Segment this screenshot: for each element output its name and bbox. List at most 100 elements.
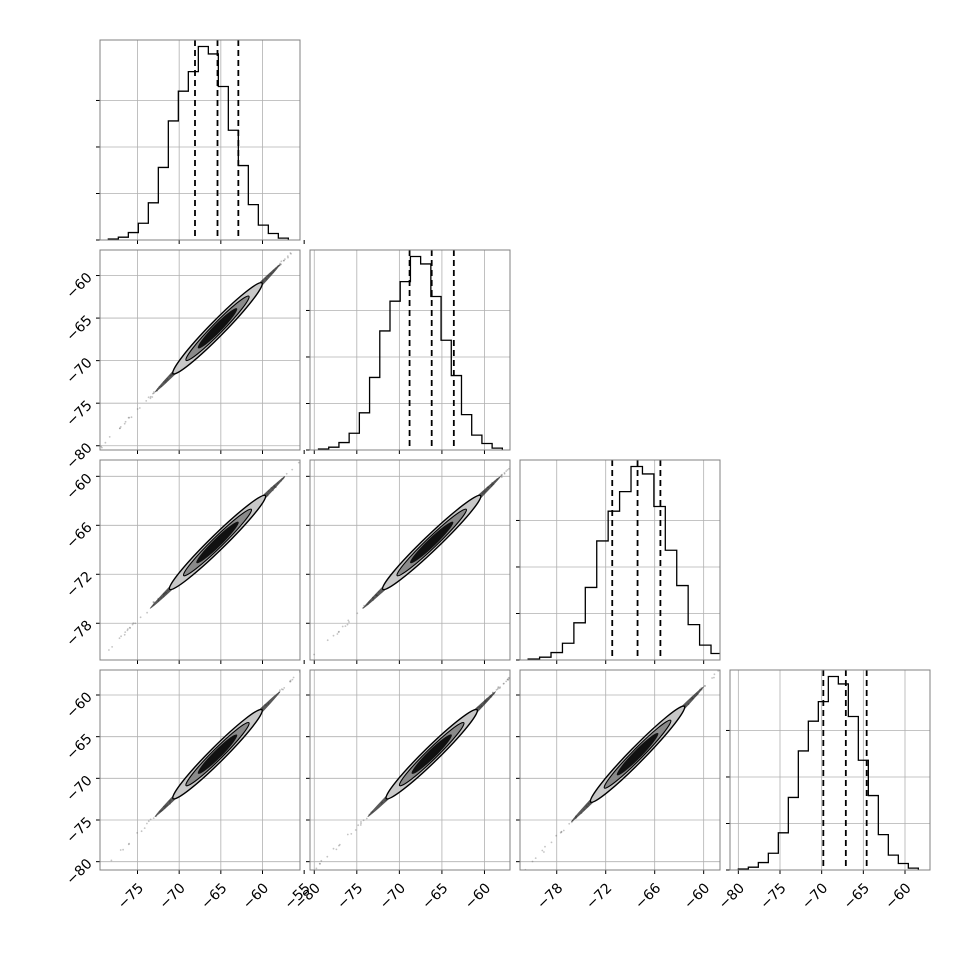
scatter-point	[285, 472, 288, 475]
scatter-point	[362, 819, 365, 822]
scatter-point	[514, 463, 516, 465]
scatter-point	[522, 871, 524, 873]
panel-frame	[99, 669, 301, 871]
scatter-point	[298, 243, 300, 245]
scatter-point	[354, 829, 357, 831]
scatter-point	[289, 680, 292, 683]
y-tick-label: −66	[63, 520, 95, 552]
scatter-point	[306, 875, 308, 877]
y-tick-label: −70	[63, 355, 95, 387]
panel-content	[100, 219, 325, 450]
scatter-point	[146, 611, 149, 614]
scatter-point	[147, 396, 150, 399]
scatter-point	[502, 682, 505, 685]
scatter-point	[152, 392, 155, 394]
panel-content	[289, 447, 533, 677]
scatter-panel-1-0: −80 −75 −70 −65 −60	[63, 219, 325, 472]
scatter-point	[313, 653, 315, 656]
scatter-point	[350, 833, 353, 835]
scatter-point	[300, 670, 302, 672]
scatter-point	[151, 396, 154, 398]
scatter-point	[131, 623, 134, 626]
scatter-point	[127, 416, 130, 419]
contour-outer	[381, 494, 482, 591]
scatter-point	[536, 650, 538, 652]
scatter-point	[130, 416, 133, 419]
y-tick-label: −60	[63, 471, 95, 503]
panel-frame	[99, 459, 301, 661]
scatter-point	[321, 438, 323, 440]
scatter-point	[323, 219, 325, 221]
scatter-point	[507, 679, 510, 681]
scatter-point	[41, 714, 43, 716]
density-fill-core	[410, 521, 454, 564]
scatter-point	[315, 443, 317, 445]
scatter-point	[531, 447, 533, 449]
scatter-point	[289, 675, 291, 677]
x-tick-label: −60	[462, 880, 494, 912]
contour-inner	[396, 508, 467, 577]
x-tick-label: −72	[583, 880, 615, 912]
scatter-point	[521, 665, 523, 667]
scatter-point	[300, 244, 302, 246]
scatter-point	[100, 445, 103, 448]
panel-frame	[309, 669, 511, 871]
scatter-point	[513, 674, 515, 676]
scatter-point	[140, 830, 143, 833]
scatter-point	[359, 824, 362, 826]
scatter-point	[506, 469, 509, 471]
scatter-point	[119, 427, 121, 430]
scatter-point	[326, 434, 328, 436]
scatter-point	[501, 473, 503, 476]
scatter-point	[99, 871, 101, 873]
x-tick-label: −65	[419, 880, 451, 912]
scatter-point	[326, 639, 329, 642]
panel-content	[730, 670, 930, 870]
x-tick-label: −75	[334, 880, 366, 912]
scatter-point	[381, 379, 383, 381]
density-contours	[571, 686, 704, 822]
scatter-point	[136, 832, 139, 834]
scatter-point	[499, 686, 501, 689]
scatter-point	[544, 845, 546, 848]
scatter-point	[338, 630, 340, 633]
scatter-point	[153, 391, 155, 393]
scatter-point	[318, 862, 321, 865]
scatter-point	[337, 631, 340, 633]
histogram-steps	[107, 45, 289, 240]
scatter-point	[506, 678, 509, 681]
scatter-point	[110, 859, 113, 862]
contour-inner	[182, 508, 253, 577]
panel-content	[41, 379, 383, 716]
scatter-point	[329, 431, 331, 433]
scatter-point	[347, 619, 350, 622]
scatter-point	[570, 821, 573, 824]
scatter-point	[128, 416, 131, 419]
scatter-point	[124, 631, 127, 633]
scatter-point	[346, 623, 349, 626]
scatter-point	[318, 443, 320, 445]
scatter-point	[108, 436, 111, 438]
density-fill-core	[616, 732, 659, 776]
y-tick-label: −60	[63, 689, 95, 721]
scatter-point	[123, 422, 126, 425]
scatter-point	[507, 676, 510, 679]
scatter-point	[500, 476, 503, 479]
scatter-point	[500, 474, 503, 477]
x-tick-label: −65	[198, 880, 230, 912]
scatter-point	[292, 674, 294, 676]
scatter-point	[286, 255, 289, 258]
scatter-point	[531, 656, 533, 658]
scatter-point	[291, 468, 294, 471]
scatter-point	[513, 675, 515, 677]
scatter-point	[338, 843, 341, 846]
y-tick-label: −65	[63, 731, 95, 763]
scatter-point	[541, 644, 543, 646]
scatter-point	[503, 471, 506, 474]
panel-content	[99, 670, 302, 873]
x-tick-label: −70	[377, 880, 409, 912]
panel-content	[310, 250, 510, 450]
x-tick-label: −70	[157, 880, 189, 912]
scatter-point	[124, 420, 127, 423]
scatter-point	[560, 830, 563, 833]
